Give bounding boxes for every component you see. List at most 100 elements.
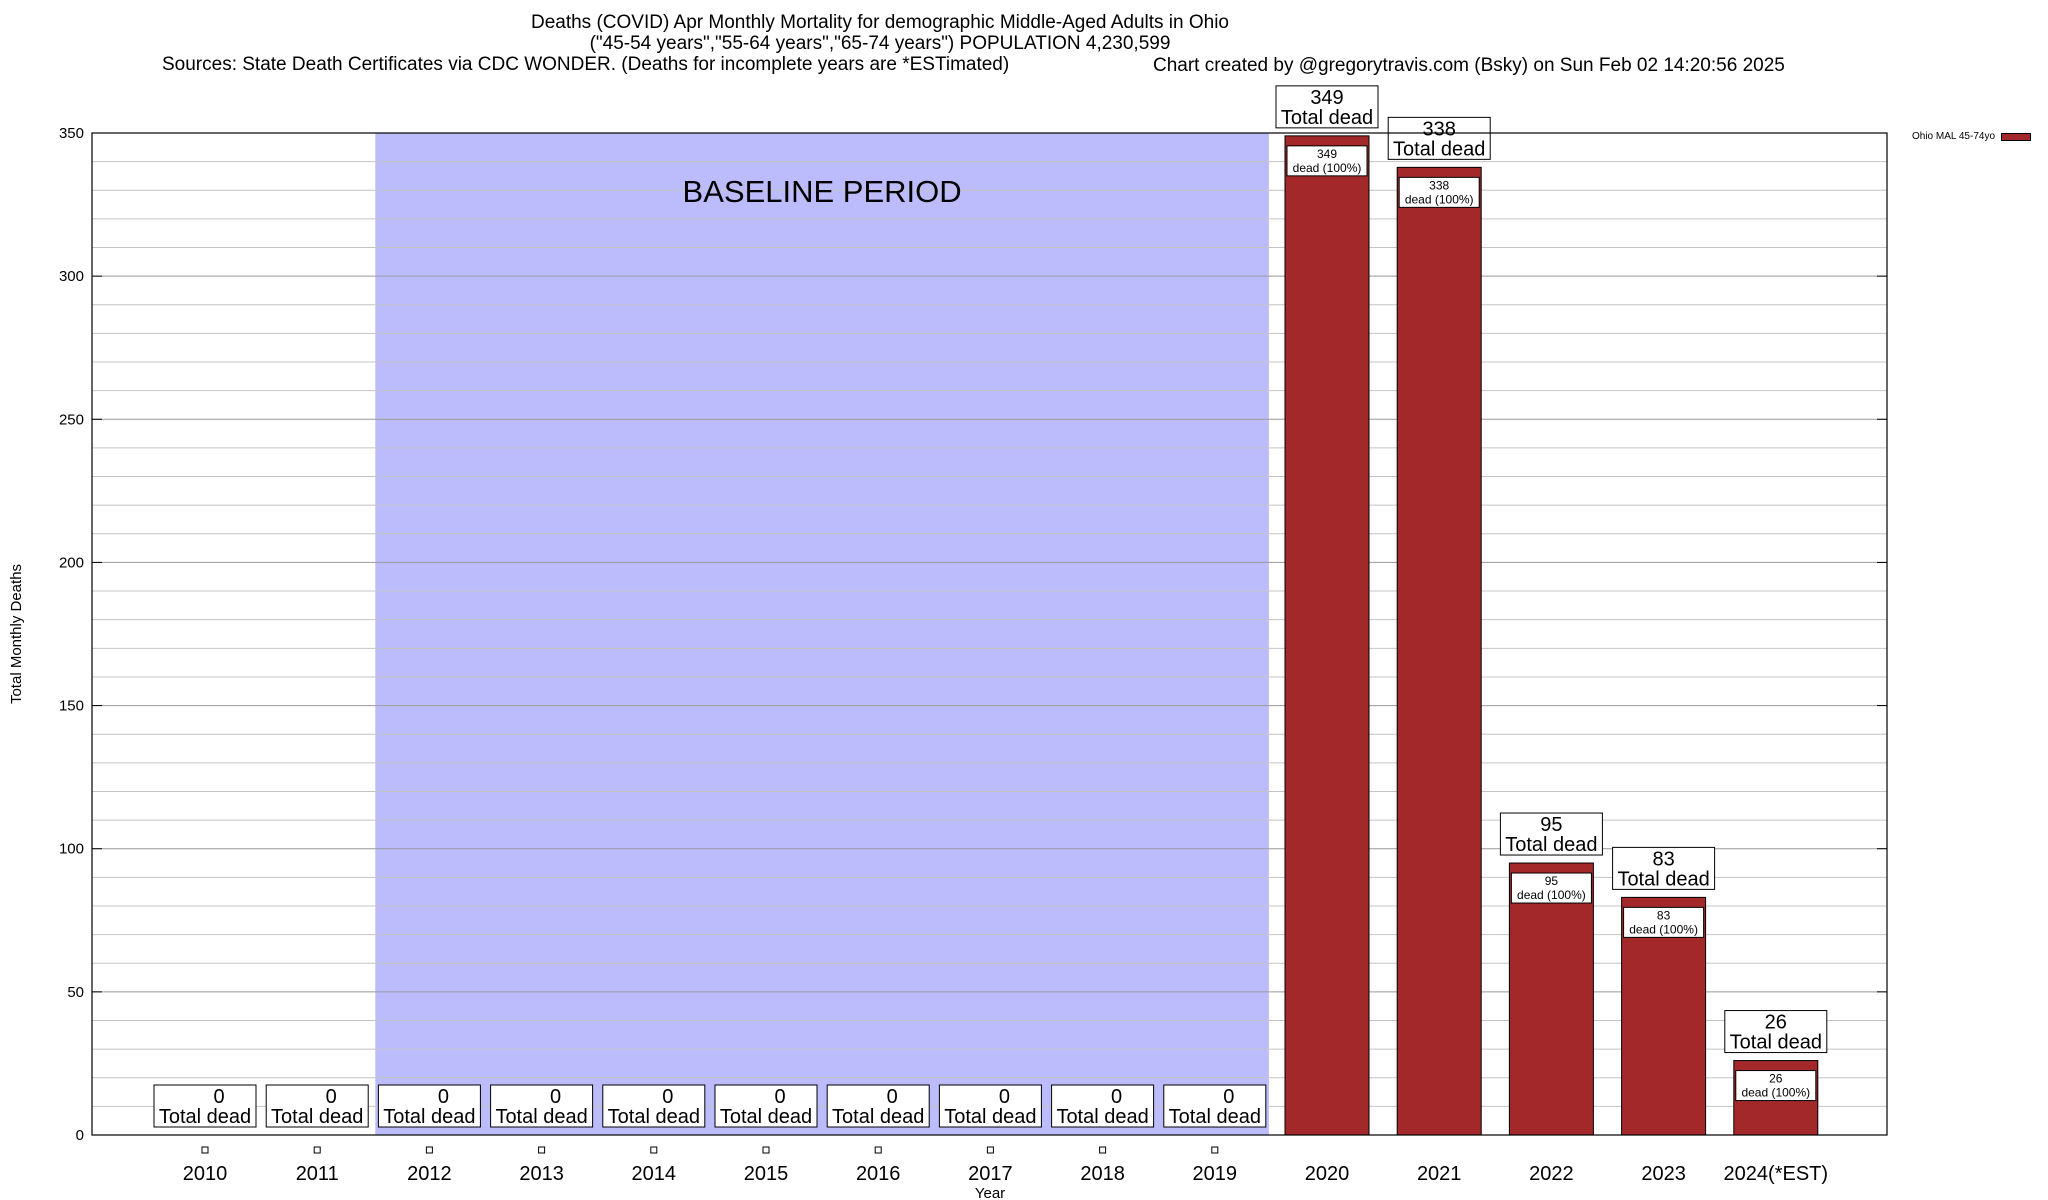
total-text-label: Total dead <box>1505 834 1597 856</box>
total-value-label: 0 <box>662 1086 673 1108</box>
total-text-label: Total dead <box>383 1106 475 1128</box>
chart-credit: Chart created by @gregorytravis.com (Bsk… <box>1153 55 1785 76</box>
y-tick-label: 0 <box>76 1127 84 1144</box>
total-label-box <box>1163 1084 1267 1128</box>
total-label-box <box>714 1084 818 1128</box>
x-axis-label: Year <box>975 1185 1005 1200</box>
x-tick-label: 2013 <box>519 1163 564 1185</box>
total-text-label: Total dead <box>1281 107 1373 129</box>
segment-percent-label: dead (100%) <box>1741 1086 1810 1100</box>
total-label-box <box>1724 1010 1828 1054</box>
total-text-label: Total dead <box>608 1106 700 1128</box>
x-tick-label: 2017 <box>968 1163 1013 1185</box>
total-label-box <box>602 1084 706 1128</box>
segment-label-box <box>1286 145 1368 177</box>
x-tick-label: 2022 <box>1529 1163 1574 1185</box>
y-tick-label: 50 <box>67 984 84 1001</box>
total-value-label: 0 <box>326 1086 337 1108</box>
y-tick-label: 200 <box>59 554 84 571</box>
x-tick-label: 2018 <box>1080 1163 1125 1185</box>
total-text-label: Total dead <box>495 1106 587 1128</box>
total-text-label: Total dead <box>1617 868 1709 890</box>
legend: Ohio MAL 45-74yo <box>1912 131 2032 142</box>
total-label-box <box>1499 812 1603 856</box>
segment-percent-label: dead (100%) <box>1293 161 1362 175</box>
total-label-box <box>377 1084 481 1128</box>
total-label-box <box>1051 1084 1155 1128</box>
total-value-label: 83 <box>1652 848 1674 870</box>
total-label-box <box>153 1084 257 1128</box>
zero-marker <box>874 1146 882 1154</box>
total-label-box <box>1275 85 1379 129</box>
segment-value-label: 338 <box>1429 178 1449 192</box>
y-tick-label: 250 <box>59 411 84 428</box>
total-label-box <box>265 1084 369 1128</box>
total-value-label: 0 <box>1223 1086 1234 1108</box>
zero-marker <box>986 1146 994 1154</box>
segment-label-box <box>1735 1070 1817 1102</box>
zero-marker <box>201 1146 209 1154</box>
total-label-box <box>938 1084 1042 1128</box>
baseline-label: BASELINE PERIOD <box>683 174 962 209</box>
total-value-label: 26 <box>1765 1012 1787 1034</box>
segment-percent-label: dead (100%) <box>1405 192 1474 206</box>
total-label-box <box>826 1084 930 1128</box>
x-tick-label: 2010 <box>183 1163 228 1185</box>
segment-value-label: 95 <box>1545 874 1559 888</box>
total-text-label: Total dead <box>944 1106 1036 1128</box>
zero-marker <box>762 1146 770 1154</box>
total-value-label: 0 <box>887 1086 898 1108</box>
total-value-label: 349 <box>1310 87 1343 109</box>
bar <box>1284 135 1370 1136</box>
total-label-box <box>490 1084 594 1128</box>
bar <box>1396 166 1482 1136</box>
segment-percent-label: dead (100%) <box>1517 888 1586 902</box>
segment-label-box <box>1510 872 1592 904</box>
chart-sources: Sources: State Death Certificates via CD… <box>162 54 1010 75</box>
total-value-label: 0 <box>438 1086 449 1108</box>
total-value-label: 0 <box>550 1086 561 1108</box>
zero-marker <box>425 1146 433 1154</box>
total-text-label: Total dead <box>1393 138 1485 160</box>
total-value-label: 0 <box>774 1086 785 1108</box>
x-tick-label: 2023 <box>1641 1163 1686 1185</box>
total-text-label: Total dead <box>159 1106 251 1128</box>
y-tick-label: 100 <box>59 841 84 858</box>
x-tick-label: 2019 <box>1193 1163 1238 1185</box>
x-tick-label: 2024(*EST) <box>1724 1163 1829 1185</box>
zero-marker <box>313 1146 321 1154</box>
y-axis-label: Total Monthly Deaths <box>8 564 25 704</box>
x-tick-label: 2015 <box>744 1163 789 1185</box>
x-tick-label: 2014 <box>632 1163 677 1185</box>
zero-marker <box>650 1146 658 1154</box>
total-label-box <box>1612 846 1716 890</box>
total-text-label: Total dead <box>832 1106 924 1128</box>
total-text-label: Total dead <box>271 1106 363 1128</box>
chart-title: Deaths (COVID) Apr Monthly Mortality for… <box>530 12 1230 33</box>
zero-marker <box>1211 1146 1219 1154</box>
segment-label-box <box>1623 906 1705 938</box>
legend-swatch <box>2001 132 2032 141</box>
segment-label-box <box>1398 176 1480 208</box>
chart-subtitle: ("45-54 years","55-64 years","65-74 year… <box>589 33 1171 54</box>
total-value-label: 0 <box>213 1086 224 1108</box>
x-tick-label: 2020 <box>1305 1163 1350 1185</box>
zero-marker <box>538 1146 546 1154</box>
total-value-label: 95 <box>1540 814 1562 836</box>
bar <box>1508 862 1594 1136</box>
x-tick-label: 2021 <box>1417 1163 1462 1185</box>
total-text-label: Total dead <box>1730 1032 1822 1054</box>
x-tick-label: 2012 <box>407 1163 452 1185</box>
y-tick-label: 150 <box>59 698 84 715</box>
segment-value-label: 83 <box>1657 908 1671 922</box>
total-text-label: Total dead <box>1056 1106 1148 1128</box>
x-tick-label: 2011 <box>296 1163 339 1185</box>
zero-marker <box>1099 1146 1107 1154</box>
y-tick-label: 300 <box>59 268 84 285</box>
baseline-region <box>375 133 1269 1135</box>
total-value-label: 338 <box>1423 118 1456 140</box>
total-label-box <box>1387 116 1491 160</box>
segment-value-label: 26 <box>1769 1072 1783 1086</box>
total-text-label: Total dead <box>1169 1106 1261 1128</box>
